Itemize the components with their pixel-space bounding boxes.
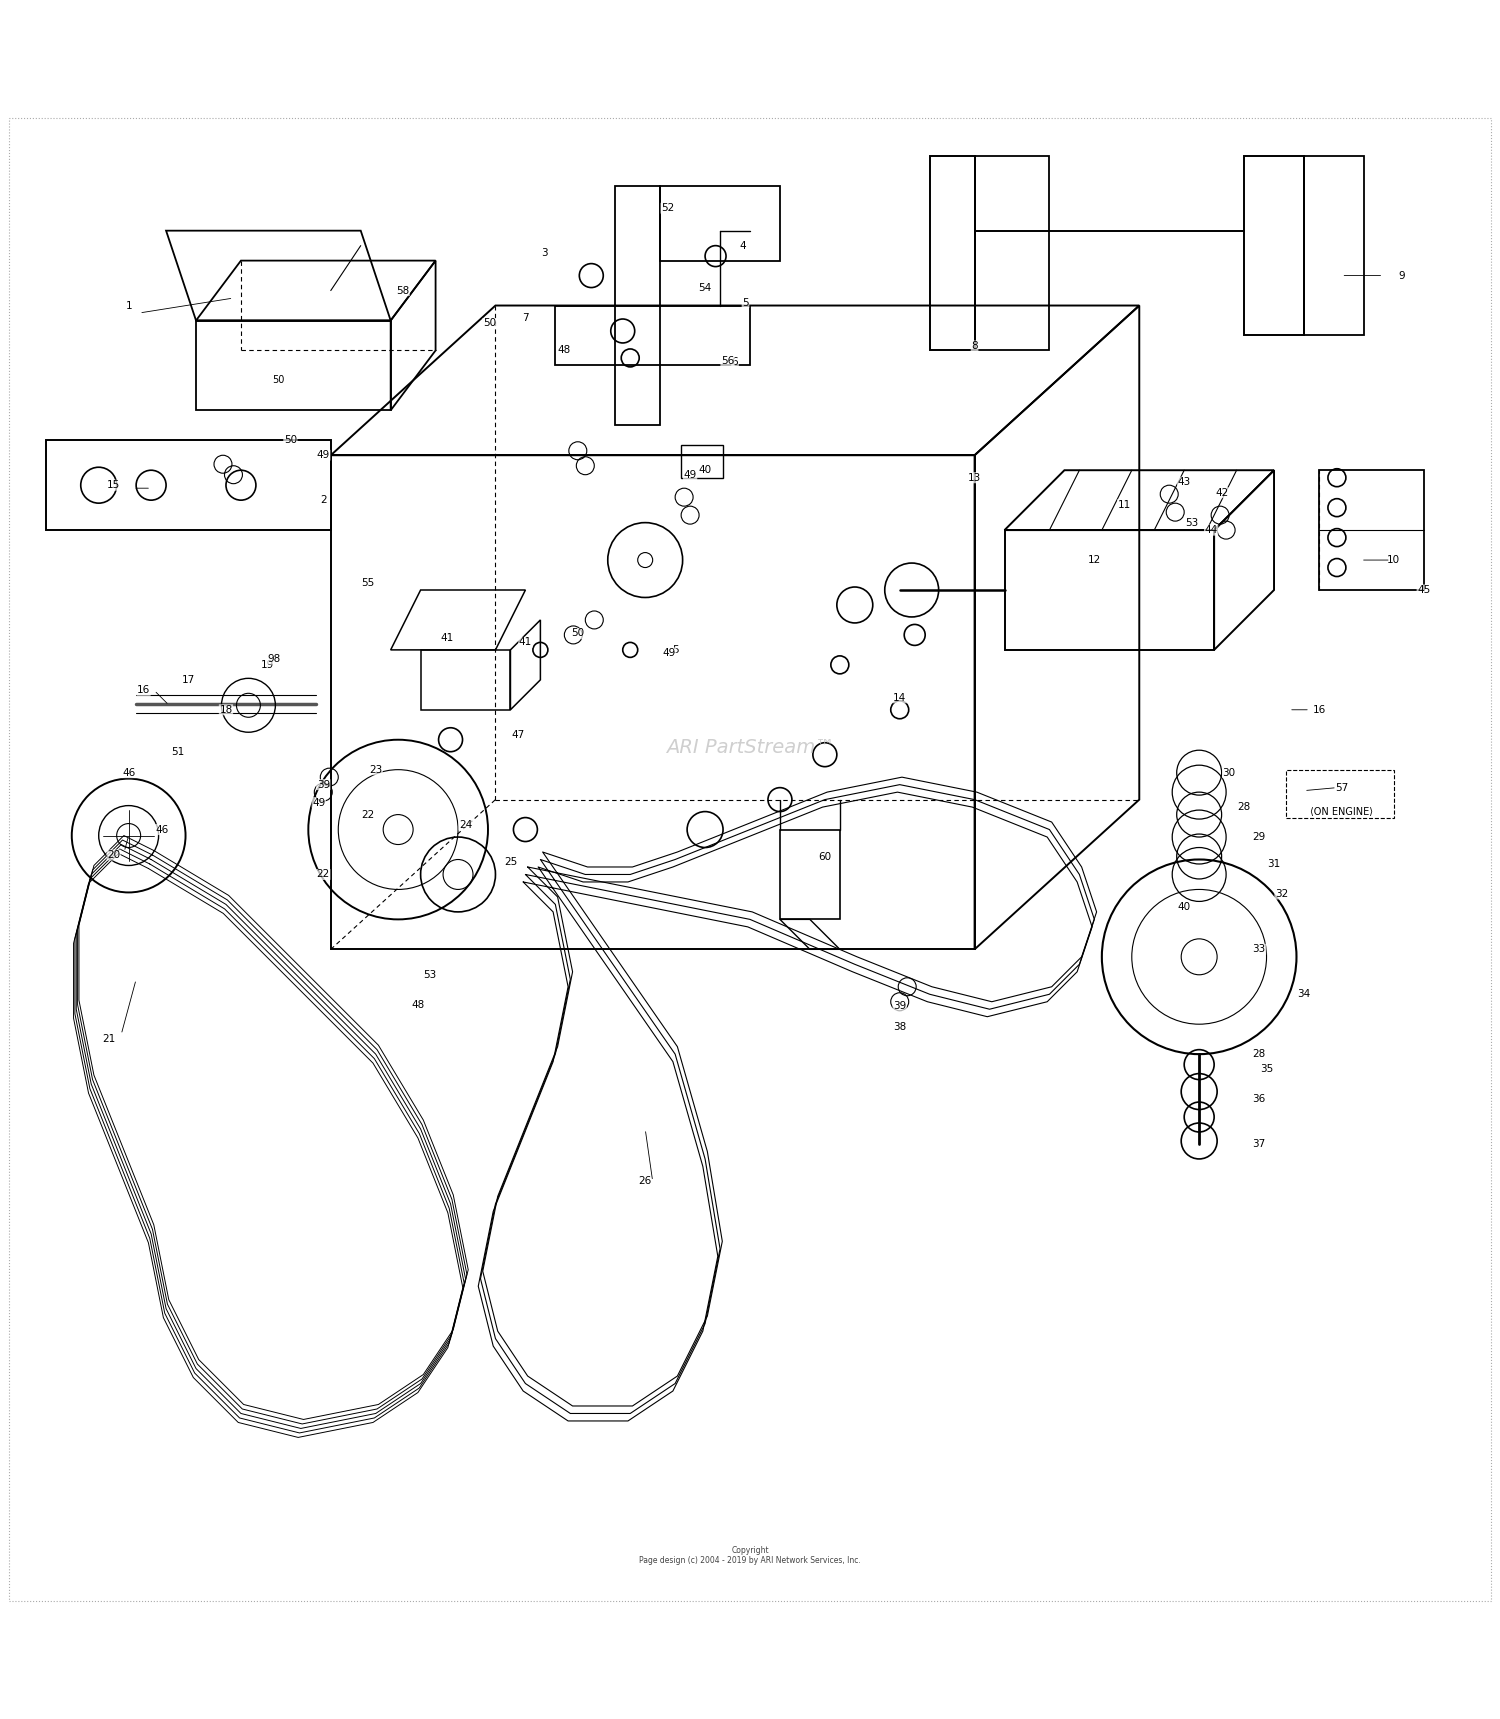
Text: 15: 15 <box>106 480 120 490</box>
Text: 50: 50 <box>284 435 297 445</box>
Text: 35: 35 <box>1260 1064 1274 1074</box>
Text: 28: 28 <box>1252 1049 1266 1059</box>
Text: 22: 22 <box>316 870 330 880</box>
Text: 53: 53 <box>1185 517 1198 528</box>
Text: 56: 56 <box>722 356 734 366</box>
Text: 38: 38 <box>892 1023 906 1031</box>
Text: 23: 23 <box>369 765 382 775</box>
Text: 18: 18 <box>219 705 232 715</box>
Text: 28: 28 <box>1238 803 1251 811</box>
Text: 46: 46 <box>122 768 135 777</box>
Text: 30: 30 <box>1222 768 1236 777</box>
Text: 47: 47 <box>512 731 525 741</box>
Text: 52: 52 <box>662 203 675 213</box>
Text: 5: 5 <box>742 297 748 308</box>
Text: 53: 53 <box>423 970 436 980</box>
Text: ⟨ON ENGINE⟩: ⟨ON ENGINE⟩ <box>1310 806 1372 817</box>
Text: 46: 46 <box>154 825 168 834</box>
Text: 31: 31 <box>1268 860 1281 870</box>
Text: 49: 49 <box>663 648 676 658</box>
Text: 2: 2 <box>320 495 327 505</box>
Text: 41: 41 <box>441 633 454 643</box>
Text: 4: 4 <box>740 241 746 251</box>
Text: 51: 51 <box>171 746 184 756</box>
Text: 49: 49 <box>684 469 696 480</box>
Text: 7: 7 <box>522 313 528 323</box>
Text: 21: 21 <box>102 1035 116 1043</box>
Text: 48: 48 <box>558 346 572 356</box>
Text: 43: 43 <box>1178 478 1191 486</box>
Text: 20: 20 <box>106 849 120 860</box>
Text: 13: 13 <box>968 473 981 483</box>
Text: 40: 40 <box>699 466 711 474</box>
Text: 58: 58 <box>396 285 410 296</box>
Text: 50: 50 <box>272 375 285 385</box>
Text: 9: 9 <box>1398 270 1404 280</box>
Text: 50: 50 <box>572 629 585 638</box>
Text: 25: 25 <box>504 858 518 868</box>
Bar <box>681 445 723 478</box>
Text: 45: 45 <box>1418 584 1431 595</box>
Text: 41: 41 <box>519 638 532 648</box>
Text: 32: 32 <box>1275 889 1288 899</box>
Text: 19: 19 <box>261 660 274 670</box>
Text: 17: 17 <box>182 676 195 684</box>
Text: 16: 16 <box>136 686 150 694</box>
Text: 24: 24 <box>459 820 472 830</box>
Text: 98: 98 <box>267 653 280 664</box>
Text: 48: 48 <box>411 1000 424 1009</box>
Text: 5: 5 <box>672 645 678 655</box>
Text: 34: 34 <box>1298 988 1311 999</box>
Text: 39: 39 <box>316 780 330 789</box>
Text: 49: 49 <box>312 798 326 808</box>
Bar <box>1286 770 1394 818</box>
Text: ARI PartStream™: ARI PartStream™ <box>666 737 834 756</box>
Text: Copyright
Page design (c) 2004 - 2019 by ARI Network Services, Inc.: Copyright Page design (c) 2004 - 2019 by… <box>639 1545 861 1566</box>
Text: 55: 55 <box>362 578 375 588</box>
Text: 3: 3 <box>542 248 548 258</box>
Text: 1: 1 <box>126 301 132 311</box>
Text: 49: 49 <box>316 450 330 461</box>
Text: 29: 29 <box>1252 832 1266 842</box>
Text: 16: 16 <box>1312 705 1326 715</box>
Text: 40: 40 <box>1178 902 1191 913</box>
Text: 42: 42 <box>1215 488 1228 499</box>
Text: 57: 57 <box>1335 782 1348 792</box>
Text: 22: 22 <box>362 810 375 820</box>
Text: 14: 14 <box>892 693 906 703</box>
Text: 8: 8 <box>972 340 978 351</box>
Text: 44: 44 <box>1204 524 1218 535</box>
Text: 10: 10 <box>1388 555 1401 566</box>
Text: 6: 6 <box>732 358 738 368</box>
Text: 36: 36 <box>1252 1093 1266 1104</box>
Text: 26: 26 <box>639 1176 652 1186</box>
Text: 12: 12 <box>1088 555 1101 566</box>
Text: 33: 33 <box>1252 944 1266 954</box>
Text: 39: 39 <box>892 1000 906 1011</box>
Text: 11: 11 <box>1118 500 1131 509</box>
Text: 37: 37 <box>1252 1140 1266 1148</box>
Text: 60: 60 <box>819 851 831 861</box>
Text: 50: 50 <box>483 318 496 328</box>
Text: 54: 54 <box>699 282 711 292</box>
